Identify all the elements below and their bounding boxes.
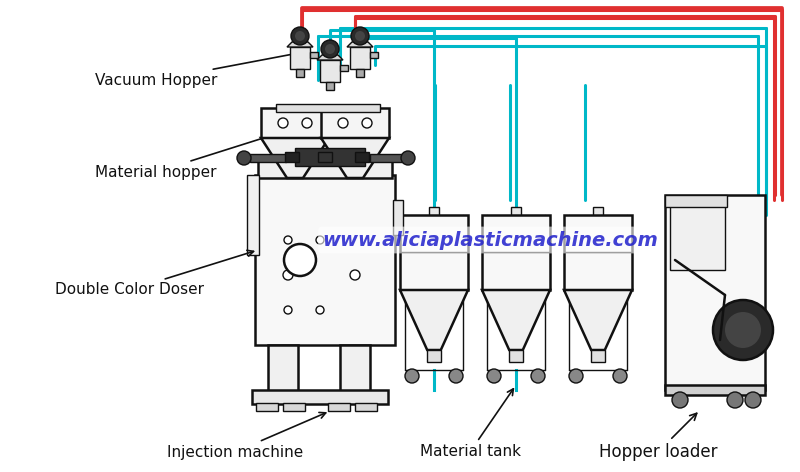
Circle shape [401,151,415,165]
Polygon shape [347,42,373,47]
Bar [285,152,299,162]
Bar [261,108,329,138]
Bar [258,160,392,178]
Circle shape [531,369,545,383]
Bar [511,207,521,217]
Circle shape [745,392,761,408]
Polygon shape [400,290,468,350]
Circle shape [295,31,305,41]
Text: Vacuum Hopper: Vacuum Hopper [95,51,299,87]
Circle shape [316,236,324,244]
Bar [283,403,305,411]
Circle shape [672,392,688,408]
Bar [318,152,332,162]
Circle shape [283,270,293,280]
Bar [429,207,439,217]
Bar [355,403,377,411]
Text: Injection machine: Injection machine [167,413,326,460]
Bar [247,175,259,255]
Circle shape [487,369,501,383]
Bar [340,65,348,71]
Bar [255,175,395,345]
Circle shape [237,151,251,165]
Bar [356,69,364,77]
Text: Hopper loader: Hopper loader [598,413,718,461]
Bar [665,195,727,207]
Bar [400,215,468,290]
Circle shape [350,270,360,280]
Bar [296,69,304,77]
Bar [295,148,365,166]
Circle shape [284,306,292,314]
Bar [328,403,350,411]
Circle shape [284,244,316,276]
Circle shape [405,369,419,383]
Bar [340,345,370,395]
Circle shape [338,118,348,128]
Circle shape [325,44,335,54]
Circle shape [613,369,627,383]
Polygon shape [321,138,389,178]
Circle shape [449,369,463,383]
Bar [276,104,380,112]
Bar [250,154,286,162]
Bar [290,47,310,69]
Bar [593,207,603,217]
Text: www.aliciaplasticmachine.com: www.aliciaplasticmachine.com [322,230,658,250]
Circle shape [278,118,288,128]
Circle shape [713,300,773,360]
Bar [326,82,334,90]
Bar [350,47,370,69]
Bar [670,200,725,270]
Bar [591,350,605,362]
Bar [509,350,523,362]
Circle shape [316,306,324,314]
Polygon shape [482,290,550,350]
Polygon shape [317,55,343,60]
Bar [482,215,550,290]
Circle shape [302,118,312,128]
Circle shape [569,369,583,383]
Circle shape [355,31,365,41]
Polygon shape [564,290,632,350]
Text: Material tank: Material tank [419,389,521,460]
Circle shape [321,40,339,58]
Circle shape [727,392,743,408]
Polygon shape [287,42,313,47]
Bar [355,152,369,162]
Bar [564,215,632,290]
Circle shape [284,236,292,244]
Bar [665,195,765,390]
Bar [310,52,318,58]
Bar [321,108,389,138]
Circle shape [351,27,369,45]
Text: Material hopper: Material hopper [95,128,290,179]
Bar [393,200,403,235]
Bar [427,350,441,362]
Bar [370,52,378,58]
Bar [268,345,298,395]
Bar [256,403,278,411]
Circle shape [725,312,761,348]
Text: Double Color Doser: Double Color Doser [55,250,254,297]
Circle shape [291,27,309,45]
Bar [252,390,388,404]
Polygon shape [261,138,329,178]
Bar [370,154,406,162]
Circle shape [362,118,372,128]
Bar [320,60,340,82]
Bar [665,385,765,395]
